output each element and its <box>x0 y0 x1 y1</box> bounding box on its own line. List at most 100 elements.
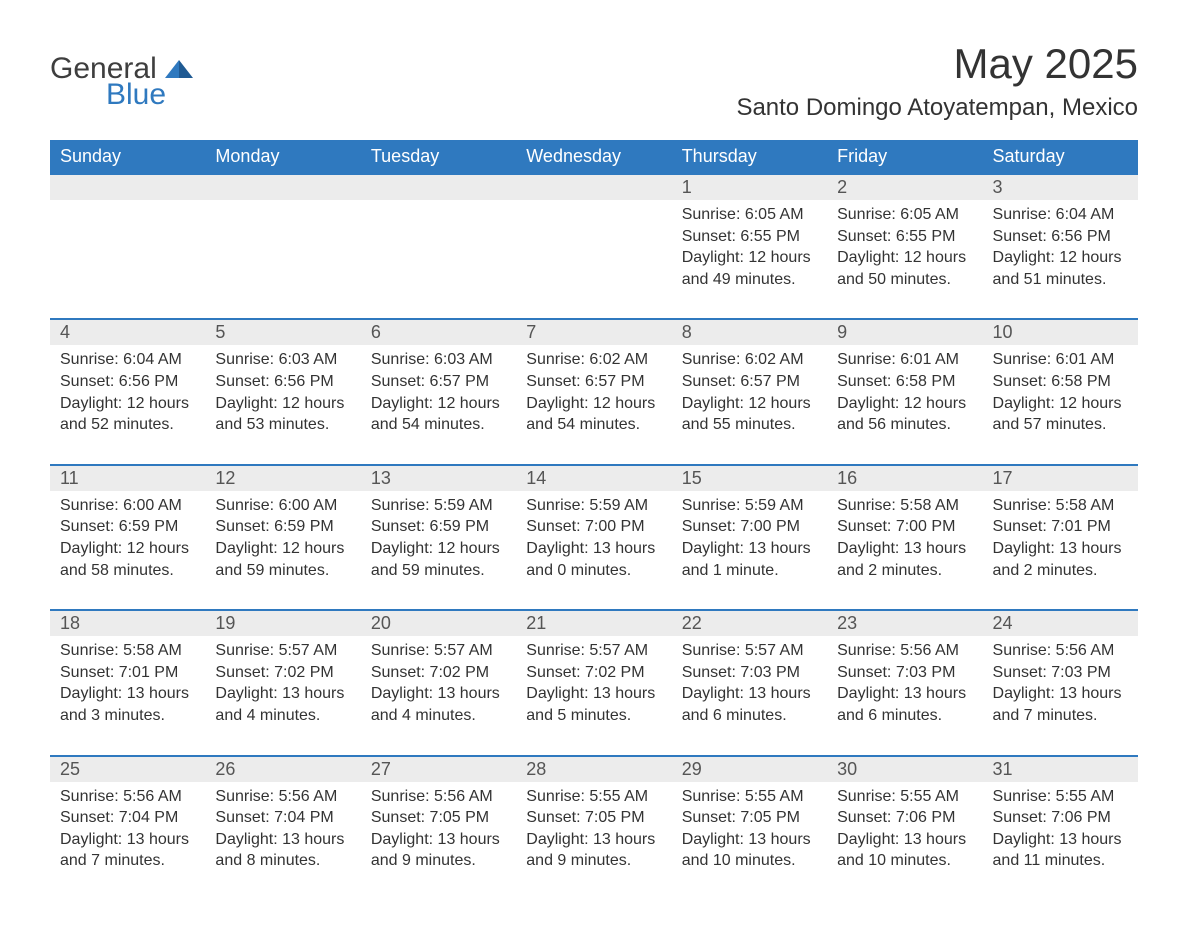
weekday-header-row: SundayMondayTuesdayWednesdayThursdayFrid… <box>50 140 1138 174</box>
day-detail-cell: Sunrise: 5:56 AMSunset: 7:03 PMDaylight:… <box>827 636 982 744</box>
day-number-cell: 7 <box>516 319 671 345</box>
calendar-table: SundayMondayTuesdayWednesdayThursdayFrid… <box>50 140 1138 890</box>
daylight-line: Daylight: 12 hours and 59 minutes. <box>371 538 506 581</box>
day-detail-cell: Sunrise: 6:04 AMSunset: 6:56 PMDaylight:… <box>50 345 205 453</box>
day-detail-cell: Sunrise: 6:01 AMSunset: 6:58 PMDaylight:… <box>827 345 982 453</box>
day-detail-cell: Sunrise: 5:58 AMSunset: 7:01 PMDaylight:… <box>983 491 1138 599</box>
daylight-line: Daylight: 13 hours and 11 minutes. <box>993 829 1128 872</box>
sunset-line: Sunset: 7:05 PM <box>526 807 661 829</box>
day-detail-cell: Sunrise: 5:59 AMSunset: 6:59 PMDaylight:… <box>361 491 516 599</box>
sunset-line: Sunset: 6:57 PM <box>526 371 661 393</box>
detail-row: Sunrise: 6:05 AMSunset: 6:55 PMDaylight:… <box>50 200 1138 308</box>
sunrise-line: Sunrise: 6:01 AM <box>993 349 1128 371</box>
sunrise-line: Sunrise: 5:55 AM <box>837 786 972 808</box>
day-number-cell <box>516 174 671 200</box>
daylight-line: Daylight: 13 hours and 9 minutes. <box>371 829 506 872</box>
detail-row: Sunrise: 5:56 AMSunset: 7:04 PM Daylight:… <box>50 782 1138 890</box>
sunset-line: Sunset: 6:55 PM <box>837 226 972 248</box>
day-number-cell: 30 <box>827 756 982 782</box>
weekday-header: Tuesday <box>361 140 516 174</box>
day-number-cell: 22 <box>672 610 827 636</box>
day-number-cell: 8 <box>672 319 827 345</box>
day-number-cell: 26 <box>205 756 360 782</box>
sunset-line: Sunset: 6:55 PM <box>682 226 817 248</box>
day-detail-cell: Sunrise: 5:55 AMSunset: 7:05 PMDaylight:… <box>516 782 671 890</box>
day-detail-cell: Sunrise: 5:59 AMSunset: 7:00 PMDaylight:… <box>516 491 671 599</box>
day-number-cell: 24 <box>983 610 1138 636</box>
sunset-line: Sunset: 7:03 PM <box>837 662 972 684</box>
sunrise-line: Sunrise: 6:01 AM <box>837 349 972 371</box>
sunset-line: Sunset: 7:01 PM <box>60 662 195 684</box>
sunrise-line: Sunrise: 5:56 AM <box>60 786 195 808</box>
day-number-cell: 12 <box>205 465 360 491</box>
sunset-line: Sunset: 7:04 PM <box>60 807 195 829</box>
sunset-line: Sunset: 6:56 PM <box>993 226 1128 248</box>
sunrise-line: Sunrise: 6:05 AM <box>837 204 972 226</box>
sunset-line: Sunset: 7:05 PM <box>682 807 817 829</box>
day-number-cell: 27 <box>361 756 516 782</box>
day-detail-cell: Sunrise: 6:00 AMSunset: 6:59 PMDaylight:… <box>50 491 205 599</box>
day-number-cell: 23 <box>827 610 982 636</box>
sunset-line: Sunset: 7:06 PM <box>993 807 1128 829</box>
sunset-line: Sunset: 7:00 PM <box>682 516 817 538</box>
sunrise-line: Sunrise: 5:59 AM <box>371 495 506 517</box>
day-number-cell: 16 <box>827 465 982 491</box>
day-number-cell: 15 <box>672 465 827 491</box>
day-detail-cell: Sunrise: 6:02 AMSunset: 6:57 PMDaylight:… <box>672 345 827 453</box>
day-detail-cell: Sunrise: 6:05 AMSunset: 6:55 PMDaylight:… <box>672 200 827 308</box>
day-detail-cell: Sunrise: 5:55 AMSunset: 7:06 PMDaylight:… <box>983 782 1138 890</box>
sunrise-line: Sunrise: 6:03 AM <box>215 349 350 371</box>
day-detail-cell: Sunrise: 6:00 AMSunset: 6:59 PMDaylight:… <box>205 491 360 599</box>
daylight-line: Daylight: 12 hours and 59 minutes. <box>215 538 350 581</box>
sunrise-line: Sunrise: 5:57 AM <box>371 640 506 662</box>
month-title: May 2025 <box>736 40 1138 88</box>
spacer-row <box>50 599 1138 610</box>
title-block: May 2025 Santo Domingo Atoyatempan, Mexi… <box>736 40 1138 122</box>
day-detail-cell <box>205 200 360 308</box>
daylight-line: Daylight: 12 hours and 54 minutes. <box>526 393 661 436</box>
daylight-line: Daylight: 12 hours and 52 minutes. <box>60 393 195 436</box>
daylight-line: Daylight: 13 hours and 9 minutes. <box>526 829 661 872</box>
weekday-header: Wednesday <box>516 140 671 174</box>
sunset-line: Sunset: 7:02 PM <box>371 662 506 684</box>
daylight-line: Daylight: 13 hours and 1 minute. <box>682 538 817 581</box>
daynum-row: 25262728293031 <box>50 756 1138 782</box>
sunrise-line: Sunrise: 5:57 AM <box>215 640 350 662</box>
detail-row: Sunrise: 6:00 AMSunset: 6:59 PMDaylight:… <box>50 491 1138 599</box>
daylight-line: Daylight: 13 hours and 0 minutes. <box>526 538 661 581</box>
day-number-cell: 9 <box>827 319 982 345</box>
daylight-line: Daylight: 12 hours and 51 minutes. <box>993 247 1128 290</box>
daylight-line: Daylight: 13 hours and 7 minutes. <box>993 683 1128 726</box>
daylight-line: Daylight: 13 hours and 2 minutes. <box>837 538 972 581</box>
day-number-cell: 31 <box>983 756 1138 782</box>
sunrise-line: Sunrise: 5:58 AM <box>993 495 1128 517</box>
day-number-cell: 21 <box>516 610 671 636</box>
daylight-line: Daylight: 13 hours and 2 minutes. <box>993 538 1128 581</box>
sunset-line: Sunset: 6:56 PM <box>215 371 350 393</box>
sunrise-line: Sunrise: 5:55 AM <box>526 786 661 808</box>
sunrise-line: Sunrise: 5:59 AM <box>682 495 817 517</box>
daylight-line: Daylight: 13 hours and 8 minutes. <box>215 829 350 872</box>
daylight-line: Daylight: 12 hours and 58 minutes. <box>60 538 195 581</box>
spacer-row <box>50 308 1138 319</box>
sunset-line: Sunset: 6:58 PM <box>837 371 972 393</box>
daylight-line: Daylight: 13 hours and 6 minutes. <box>837 683 972 726</box>
day-number-cell: 3 <box>983 174 1138 200</box>
day-number-cell: 18 <box>50 610 205 636</box>
day-detail-cell: Sunrise: 5:56 AMSunset: 7:03 PMDaylight:… <box>983 636 1138 744</box>
sunrise-line: Sunrise: 6:04 AM <box>993 204 1128 226</box>
daynum-row: 18192021222324 <box>50 610 1138 636</box>
sunset-line: Sunset: 6:59 PM <box>60 516 195 538</box>
sunrise-line: Sunrise: 5:58 AM <box>60 640 195 662</box>
day-number-cell: 6 <box>361 319 516 345</box>
daylight-line: Daylight: 12 hours and 50 minutes. <box>837 247 972 290</box>
daynum-row: 11121314151617 <box>50 465 1138 491</box>
sunrise-line: Sunrise: 6:03 AM <box>371 349 506 371</box>
daynum-row: 45678910 <box>50 319 1138 345</box>
sunset-line: Sunset: 7:01 PM <box>993 516 1128 538</box>
brand-shape-icon <box>165 58 193 78</box>
day-detail-cell: Sunrise: 6:03 AMSunset: 6:56 PMDaylight:… <box>205 345 360 453</box>
day-number-cell <box>50 174 205 200</box>
detail-row: Sunrise: 5:58 AMSunset: 7:01 PM Daylight:… <box>50 636 1138 744</box>
day-detail-cell: Sunrise: 5:59 AMSunset: 7:00 PMDaylight:… <box>672 491 827 599</box>
